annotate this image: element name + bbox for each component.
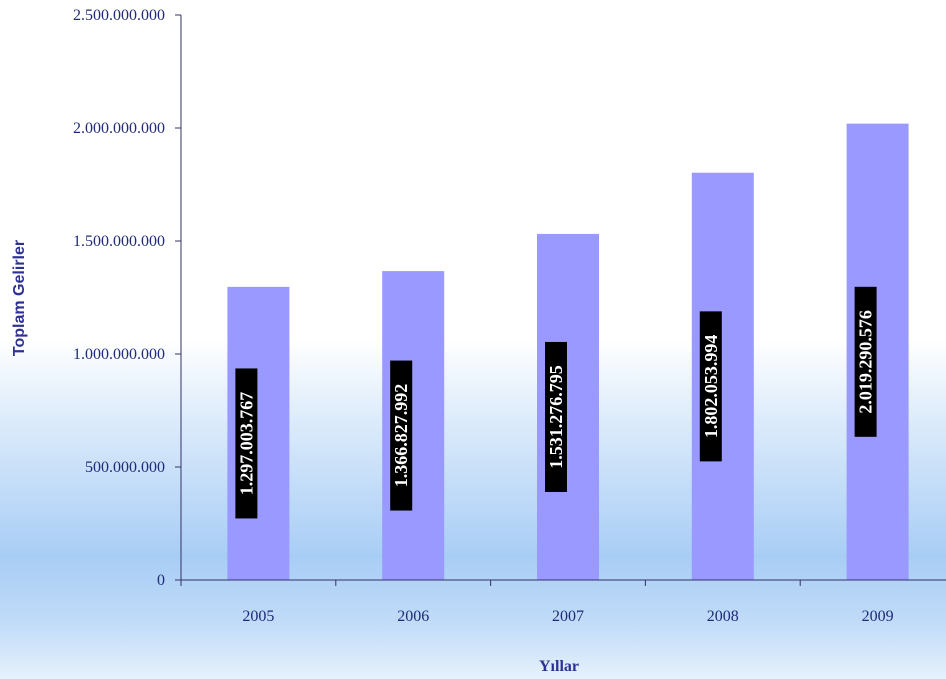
y-tick-label: 1.000.000.000 <box>73 346 165 363</box>
data-label: 1.802.053.994 <box>701 335 721 439</box>
x-tick-label: 2005 <box>242 608 274 625</box>
data-label-background <box>699 311 722 462</box>
x-ticks-group: 2005 2006 2007 2008 2009 <box>180 580 894 625</box>
data-label: 1.531.276.795 <box>546 365 566 469</box>
data-label-background <box>545 341 567 492</box>
bars-group <box>227 123 909 581</box>
data-label: 2.019.290.576 <box>856 310 876 414</box>
data-label: 1.297.003.767 <box>236 392 256 496</box>
x-tick-label: 2006 <box>397 608 429 625</box>
y-tick-label: 1.500.000.000 <box>73 233 165 250</box>
y-axis-title: Toplam Gelirler <box>11 240 28 356</box>
data-label: 1.366.827.992 <box>391 384 411 488</box>
y-ticks-group: 0 500.000.000 1.000.000.000 1.500.000.000 2.… <box>73 7 181 589</box>
x-axis-title: Yıllar <box>539 658 579 675</box>
data-labels-group: 1.297.003.767 1.366.827.992 1.531.276.795 1… <box>235 286 877 519</box>
y-tick-label: 2.000.000.000 <box>73 120 165 137</box>
x-tick-label: 2007 <box>552 608 584 625</box>
y-tick-label: 0 <box>157 572 165 589</box>
x-tick-label: 2008 <box>707 608 739 625</box>
axes-group <box>180 15 946 581</box>
y-tick-label: 500.000.000 <box>85 459 165 476</box>
x-tick-label: 2009 <box>862 608 894 625</box>
data-label-background <box>390 360 413 511</box>
data-label-background <box>854 286 877 437</box>
y-tick-label: 2.500.000.000 <box>73 7 165 24</box>
data-label-background <box>235 368 258 519</box>
